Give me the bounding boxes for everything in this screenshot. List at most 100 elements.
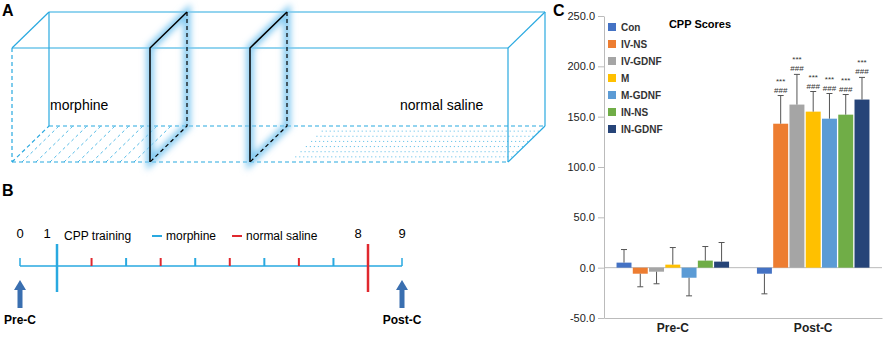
bar (789, 105, 804, 268)
box-edge (544, 12, 545, 126)
floor-dots (322, 131, 540, 132)
divider (250, 12, 287, 162)
y-axis: -50.00.050.0100.0150.0200.0250.0 (567, 10, 604, 324)
significance: ### (774, 86, 788, 95)
box-edge (507, 48, 508, 162)
y-tick-label: -50.0 (570, 312, 595, 324)
error-bar (637, 274, 643, 287)
significance: *** (857, 58, 866, 67)
y-tick-mark (598, 268, 604, 269)
error-bar (810, 92, 816, 112)
y-axis-line (604, 17, 605, 319)
bar (822, 119, 837, 268)
day-label: 1 (43, 226, 50, 241)
bar (665, 265, 680, 268)
y-tick-label: 250.0 (567, 10, 595, 22)
legend-swatch (608, 74, 616, 82)
error-bar (761, 274, 767, 294)
y-tick: 250.0 (567, 10, 604, 22)
x-tick: Post-C (794, 318, 833, 335)
error-bar (719, 243, 725, 262)
session-tick (160, 258, 162, 266)
y-tick: 50.0 (574, 211, 604, 223)
training-label: CPP training (64, 229, 131, 243)
legend-item: IV-NS (608, 39, 647, 50)
x-tick-label: Pre-C (657, 321, 689, 335)
y-tick-label: 100.0 (567, 161, 595, 173)
test-arrow-shaft (400, 288, 405, 308)
x-tick: Pre-C (657, 318, 689, 335)
error-bar-stem (829, 94, 830, 119)
day-label: 0 (16, 226, 23, 241)
floor-hatch (50, 126, 87, 162)
y-tick-label: 200.0 (567, 60, 595, 72)
day-label: 8 (354, 226, 361, 241)
error-bar-stem (845, 95, 846, 115)
legend-label: IV-NS (621, 39, 647, 50)
floor-hatch (106, 126, 143, 162)
floor-hatch (36, 126, 73, 162)
floor-dots (301, 151, 519, 152)
error-bar-cap (686, 295, 692, 296)
box-edge (12, 47, 508, 48)
day-label: 9 (398, 226, 405, 241)
legend-label: M (621, 73, 629, 84)
legend-swatch (608, 57, 616, 65)
legend-swatch (232, 235, 242, 237)
legend-label: morphine (166, 229, 216, 243)
error-bar-cap (826, 93, 832, 94)
legend-swatch (608, 40, 616, 48)
y-tick: 150.0 (567, 111, 604, 123)
floor-hatch (78, 126, 115, 162)
plot-area (617, 74, 870, 295)
error-bar-cap (794, 74, 800, 75)
legend-swatch (608, 91, 616, 99)
annotations: ###***###***###***###***###***###*** (774, 55, 869, 94)
test-arrow-head (396, 280, 408, 290)
error-bar-stem (656, 272, 657, 284)
y-tick-mark (598, 117, 604, 118)
bar (757, 268, 772, 274)
error-bar (702, 247, 708, 261)
legend-item: IV-GDNF (608, 56, 662, 67)
significance: *** (792, 55, 801, 64)
x-tick-label: Post-C (794, 321, 833, 335)
error-bar (778, 96, 784, 124)
error-bar-cap (810, 91, 816, 92)
legend-label: IN-GDNF (621, 124, 663, 135)
floor-hatch (22, 126, 59, 162)
significance: *** (841, 76, 850, 85)
floor-dots (306, 146, 524, 147)
significance: *** (809, 73, 818, 82)
significance: ### (807, 82, 821, 91)
divider-back (250, 12, 287, 162)
chamber-label: morphine (50, 97, 109, 113)
legend: ConIV-NSIV-GDNFMM-GDNFIN-NSIN-GDNF (608, 22, 663, 135)
floor-dots (316, 136, 534, 137)
legend-swatch (608, 108, 616, 116)
error-bar (794, 74, 800, 104)
error-bar-stem (672, 248, 673, 265)
y-tick-mark (598, 66, 604, 67)
significance: ### (855, 67, 869, 76)
legend-item: M (608, 73, 629, 84)
y-tick-mark (598, 318, 604, 319)
bar (806, 112, 821, 268)
box-edge (12, 12, 49, 48)
error-bar-cap (859, 77, 865, 78)
x-axis-line (605, 318, 883, 319)
error-bar (670, 248, 676, 265)
floor-dots (311, 141, 529, 142)
test-label: Pre-C (4, 313, 36, 327)
chart-title: CPP Scores (669, 18, 731, 30)
error-bar-stem (796, 74, 797, 104)
y-tick-label: 50.0 (574, 211, 595, 223)
x-axis: Pre-C Post-C (605, 318, 883, 335)
y-tick: -50.0 (570, 312, 604, 324)
legend-swatch (608, 23, 616, 31)
y-tick: 200.0 (567, 60, 604, 72)
error-bar-cap (654, 283, 660, 284)
error-bar-stem (624, 250, 625, 263)
box-edge (49, 125, 545, 126)
error-bar-stem (721, 243, 722, 262)
